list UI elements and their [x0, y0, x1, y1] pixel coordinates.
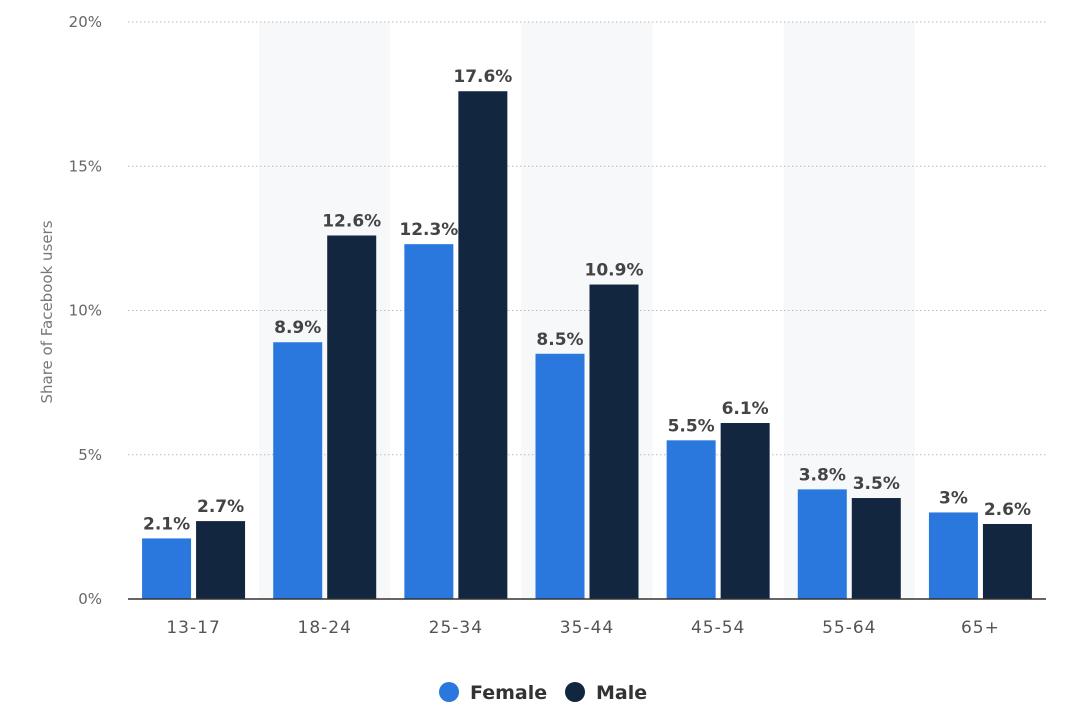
data-label: 8.9%	[274, 318, 321, 338]
bar-male-35-44	[589, 284, 639, 599]
bar-female-25-34	[404, 244, 454, 599]
data-label: 12.6%	[322, 211, 381, 231]
legend-item-female[interactable]: Female	[439, 682, 547, 704]
bars	[142, 91, 1032, 600]
legend-label: Male	[596, 682, 647, 704]
bar-female-35-44	[535, 353, 585, 599]
legend: Female Male	[439, 682, 647, 704]
x-tick-label: 45-54	[691, 618, 745, 638]
y-axis-label: Share of Facebook users	[38, 220, 56, 403]
x-tick-label: 13-17	[166, 618, 220, 638]
y-tick-label: 10%	[69, 302, 102, 320]
x-tick-label: 35-44	[560, 618, 614, 638]
y-axis-ticks: 0% 5% 10% 15% 20%	[69, 13, 102, 608]
data-label: 8.5%	[536, 330, 583, 350]
data-label: 3.8%	[799, 465, 846, 485]
legend-marker	[565, 682, 585, 702]
data-label: 2.1%	[143, 514, 190, 534]
x-axis-categories: 13-17 18-24 25-34 35-44 45-54 55-64 65+	[166, 618, 1000, 638]
bar-male-45-54	[720, 423, 770, 599]
x-tick-label: 18-24	[298, 618, 352, 638]
y-tick-label: 5%	[78, 446, 102, 464]
x-tick-label: 25-34	[429, 618, 483, 638]
data-label: 3%	[939, 488, 968, 508]
bar-male-18-24	[327, 235, 377, 600]
data-label: 6.1%	[722, 399, 769, 419]
y-tick-label: 20%	[69, 13, 102, 31]
bar-male-65+	[982, 523, 1032, 599]
data-labels: 2.1% 2.7% 8.9% 12.6% 12.3% 17.6% 8.5% 10.9% 5.5%…	[143, 67, 1031, 534]
bar-male-13-17	[196, 521, 246, 599]
bar-male-55-64	[851, 498, 901, 599]
data-label: 2.6%	[984, 500, 1031, 520]
x-tick-label: 55-64	[822, 618, 876, 638]
data-label: 3.5%	[853, 474, 900, 494]
legend-item-male[interactable]: Male	[565, 682, 647, 704]
data-label: 5.5%	[668, 416, 715, 436]
data-label: 10.9%	[585, 261, 644, 281]
data-label: 2.7%	[197, 497, 244, 517]
legend-marker	[439, 682, 459, 702]
bar-female-65+	[928, 512, 978, 599]
y-tick-label: 15%	[69, 157, 102, 175]
bar-male-25-34	[458, 91, 508, 600]
bar-female-13-17	[142, 538, 192, 599]
bar-female-18-24	[273, 342, 323, 599]
data-label: 17.6%	[453, 67, 512, 87]
bar-female-55-64	[797, 489, 847, 599]
y-tick-label: 0%	[78, 590, 102, 608]
legend-label: Female	[470, 682, 547, 704]
bar-female-45-54	[666, 440, 716, 599]
x-tick-label: 65+	[961, 618, 1000, 638]
data-label: 12.3%	[399, 220, 458, 240]
